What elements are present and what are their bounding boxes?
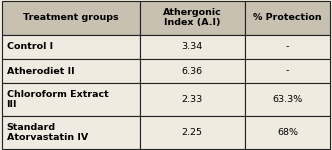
Text: 2.25: 2.25	[182, 128, 203, 137]
Bar	[140, 34, 245, 59]
Text: Treatment groups: Treatment groups	[23, 13, 119, 22]
Bar	[245, 83, 330, 116]
Text: Chloroform Extract
III: Chloroform Extract III	[7, 90, 108, 110]
Text: % Protection: % Protection	[253, 13, 322, 22]
Text: 3.34: 3.34	[182, 42, 203, 51]
Bar	[140, 83, 245, 116]
Text: 63.3%: 63.3%	[273, 95, 303, 104]
Text: Atherodiet II: Atherodiet II	[7, 67, 74, 76]
Text: -: -	[286, 67, 289, 76]
Text: 2.33: 2.33	[182, 95, 203, 104]
Bar	[245, 59, 330, 83]
Text: Standard
Atorvastatin IV: Standard Atorvastatin IV	[7, 123, 88, 142]
Bar	[140, 116, 245, 149]
Bar	[245, 34, 330, 59]
Text: 6.36: 6.36	[182, 67, 203, 76]
Bar	[2, 34, 140, 59]
Bar	[140, 1, 245, 34]
Bar	[140, 59, 245, 83]
Bar	[245, 1, 330, 34]
Text: -: -	[286, 42, 289, 51]
Text: Control I: Control I	[7, 42, 53, 51]
Text: Athergonic
Index (A.I): Athergonic Index (A.I)	[163, 8, 222, 27]
Bar	[2, 116, 140, 149]
Bar	[2, 59, 140, 83]
Text: 68%: 68%	[277, 128, 298, 137]
Bar	[2, 1, 140, 34]
Bar	[245, 116, 330, 149]
Bar	[2, 83, 140, 116]
